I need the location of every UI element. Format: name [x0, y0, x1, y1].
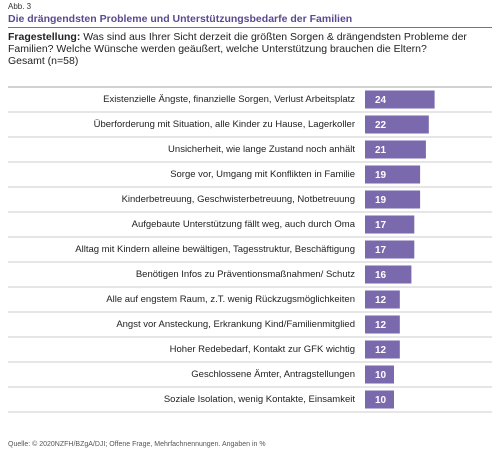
bar — [365, 340, 400, 359]
bar — [365, 265, 412, 284]
subtitle: Gesamt (n=58) — [8, 55, 79, 67]
bar — [365, 215, 415, 234]
category-label: Alle auf engstem Raum, z.T. wenig Rückzu… — [106, 294, 355, 305]
bar — [365, 290, 400, 309]
value-label: 22 — [375, 120, 387, 131]
category-label: Hoher Redebedarf, Kontakt zur GFK wichti… — [170, 344, 355, 355]
category-label: Alltag mit Kindern alleine bewältigen, T… — [75, 244, 355, 255]
value-label: 17 — [375, 245, 387, 256]
value-label: 17 — [375, 220, 387, 231]
category-label: Existenzielle Ängste, finanzielle Sorgen… — [103, 94, 355, 105]
bar — [365, 240, 415, 259]
chart-title: Die drängendsten Probleme und Unterstütz… — [8, 13, 492, 28]
bar — [365, 315, 400, 334]
value-label: 10 — [375, 370, 387, 381]
category-label: Unsicherheit, wie lange Zustand noch anh… — [168, 144, 355, 155]
bar — [365, 390, 394, 409]
bar — [365, 365, 394, 384]
value-label: 21 — [375, 145, 387, 156]
value-label: 24 — [375, 95, 387, 106]
category-label: Benötigen Infos zu Präventionsmaßnahmen/… — [136, 269, 355, 280]
question: Fragestellung: Was sind aus Ihrer Sicht … — [8, 31, 492, 67]
value-label: 12 — [375, 345, 387, 356]
category-label: Angst vor Ansteckung, Erkrankung Kind/Fa… — [116, 319, 355, 330]
category-label: Aufgebaute Unterstützung fällt weg, auch… — [132, 219, 356, 230]
value-label: 16 — [375, 270, 387, 281]
category-label: Sorge vor, Umgang mit Konflikten in Fami… — [170, 169, 355, 180]
bar — [365, 140, 426, 159]
value-label: 10 — [375, 395, 387, 406]
value-label: 19 — [375, 170, 387, 181]
bar — [365, 190, 421, 209]
bar — [365, 90, 435, 109]
category-label: Soziale Isolation, wenig Kontakte, Einsa… — [164, 394, 356, 405]
value-label: 12 — [375, 320, 387, 331]
figure-label: Abb. 3 — [8, 2, 32, 11]
value-label: 12 — [375, 295, 387, 306]
category-label: Geschlossene Ämter, Antragstellungen — [191, 369, 355, 380]
question-label: Fragestellung: — [8, 31, 81, 43]
bar — [365, 165, 421, 184]
value-label: 19 — [375, 195, 387, 206]
category-label: Überforderung mit Situation, alle Kinder… — [94, 119, 355, 130]
category-label: Kinderbetreuung, Geschwisterbetreuung, N… — [122, 194, 355, 205]
question-text: Was sind aus Ihrer Sicht derzeit die grö… — [8, 31, 467, 55]
source: Quelle: © 2020NZFH/BZgA/DJI; Offene Frag… — [8, 441, 266, 448]
bar — [365, 115, 429, 134]
